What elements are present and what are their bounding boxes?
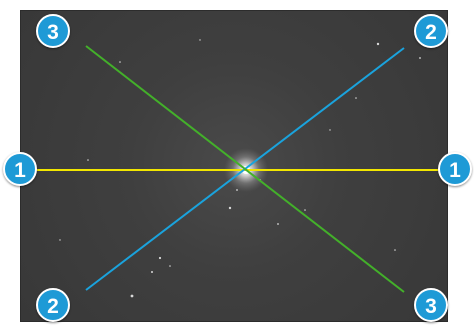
marker-3-bottom-right: 3 <box>414 288 448 322</box>
marker-3-top-left: 3 <box>36 14 70 48</box>
star-dot <box>355 97 357 99</box>
star-dot <box>151 271 153 273</box>
marker-2-bottom-left: 2 <box>36 288 70 322</box>
star-dot <box>59 239 61 241</box>
star-dot <box>419 57 421 59</box>
star-dot <box>169 265 171 267</box>
star-dot <box>394 249 396 251</box>
star-dot <box>119 61 121 63</box>
diagonal-guide-line-3 <box>85 45 405 293</box>
marker-1-left: 1 <box>3 152 37 186</box>
star-dot <box>329 129 331 131</box>
star-dot <box>87 159 89 161</box>
star-dot <box>277 223 279 225</box>
star-dot <box>199 39 201 41</box>
star-dot <box>130 294 134 298</box>
star-dot <box>158 256 162 260</box>
star-dot <box>376 42 380 46</box>
marker-2-top-right: 2 <box>414 14 448 48</box>
star-dot <box>304 209 306 211</box>
star-dot <box>228 206 232 210</box>
marker-1-right: 1 <box>438 152 472 186</box>
